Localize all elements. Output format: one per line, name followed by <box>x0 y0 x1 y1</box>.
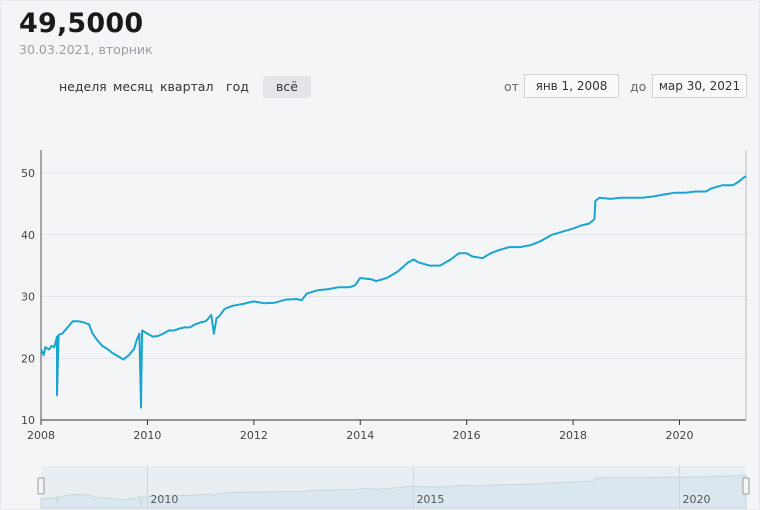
price-series-line <box>40 175 747 409</box>
navigator[interactable]: 2010 2015 2020 <box>37 466 750 509</box>
y-tick-label: 10 <box>21 414 35 427</box>
period-month-button[interactable]: месяц <box>113 79 154 94</box>
navigator-left-handle[interactable] <box>37 477 45 495</box>
x-tick-label: 2014 <box>346 429 374 442</box>
navigator-right-handle[interactable] <box>742 477 750 495</box>
current-date: 30.03.2021, вторник <box>19 42 153 57</box>
range-to-input[interactable]: мар 30, 2021 <box>652 74 747 98</box>
x-axis-ticks: 2008 2010 2012 2014 2016 2018 2020 <box>27 420 693 442</box>
navigator-tick-label: 2010 <box>150 493 178 506</box>
period-all-button[interactable]: всё <box>263 76 311 98</box>
y-tick-label: 50 <box>21 167 35 180</box>
period-quarter-button[interactable]: квартал <box>160 79 214 94</box>
period-year-button[interactable]: год <box>226 79 249 94</box>
range-to-label: до <box>630 79 647 94</box>
grid-lines <box>40 150 747 421</box>
navigator-area <box>40 474 747 509</box>
x-tick-label: 2012 <box>240 429 268 442</box>
navigator-tick-label: 2015 <box>416 493 444 506</box>
y-tick-label: 40 <box>21 229 35 242</box>
x-tick-label: 2010 <box>133 429 161 442</box>
x-tick-label: 2020 <box>665 429 693 442</box>
period-week-button[interactable]: неделя <box>59 79 107 94</box>
x-tick-label: 2018 <box>559 429 587 442</box>
range-from-input[interactable]: янв 1, 2008 <box>524 74 619 98</box>
x-tick-label: 2008 <box>27 429 55 442</box>
y-tick-label: 20 <box>21 352 35 365</box>
range-from-label: от <box>504 79 519 94</box>
navigator-ticks: 2010 2015 2020 <box>146 466 710 508</box>
x-tick-label: 2016 <box>453 429 481 442</box>
current-price: 49,5000 <box>19 8 144 39</box>
navigator-tick-label: 2020 <box>682 493 710 506</box>
y-tick-label: 30 <box>21 291 35 304</box>
y-axis-ticks: 10 20 30 40 50 <box>21 167 35 427</box>
